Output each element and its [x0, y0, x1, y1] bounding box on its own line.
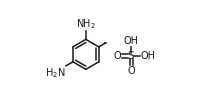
Text: NH$_2$: NH$_2$	[76, 17, 96, 31]
Text: O: O	[127, 66, 135, 76]
Text: OH: OH	[140, 51, 156, 61]
Text: H$_2$N: H$_2$N	[45, 67, 66, 80]
Text: O: O	[114, 51, 121, 61]
Text: OH: OH	[124, 36, 139, 46]
Text: S: S	[128, 51, 134, 61]
